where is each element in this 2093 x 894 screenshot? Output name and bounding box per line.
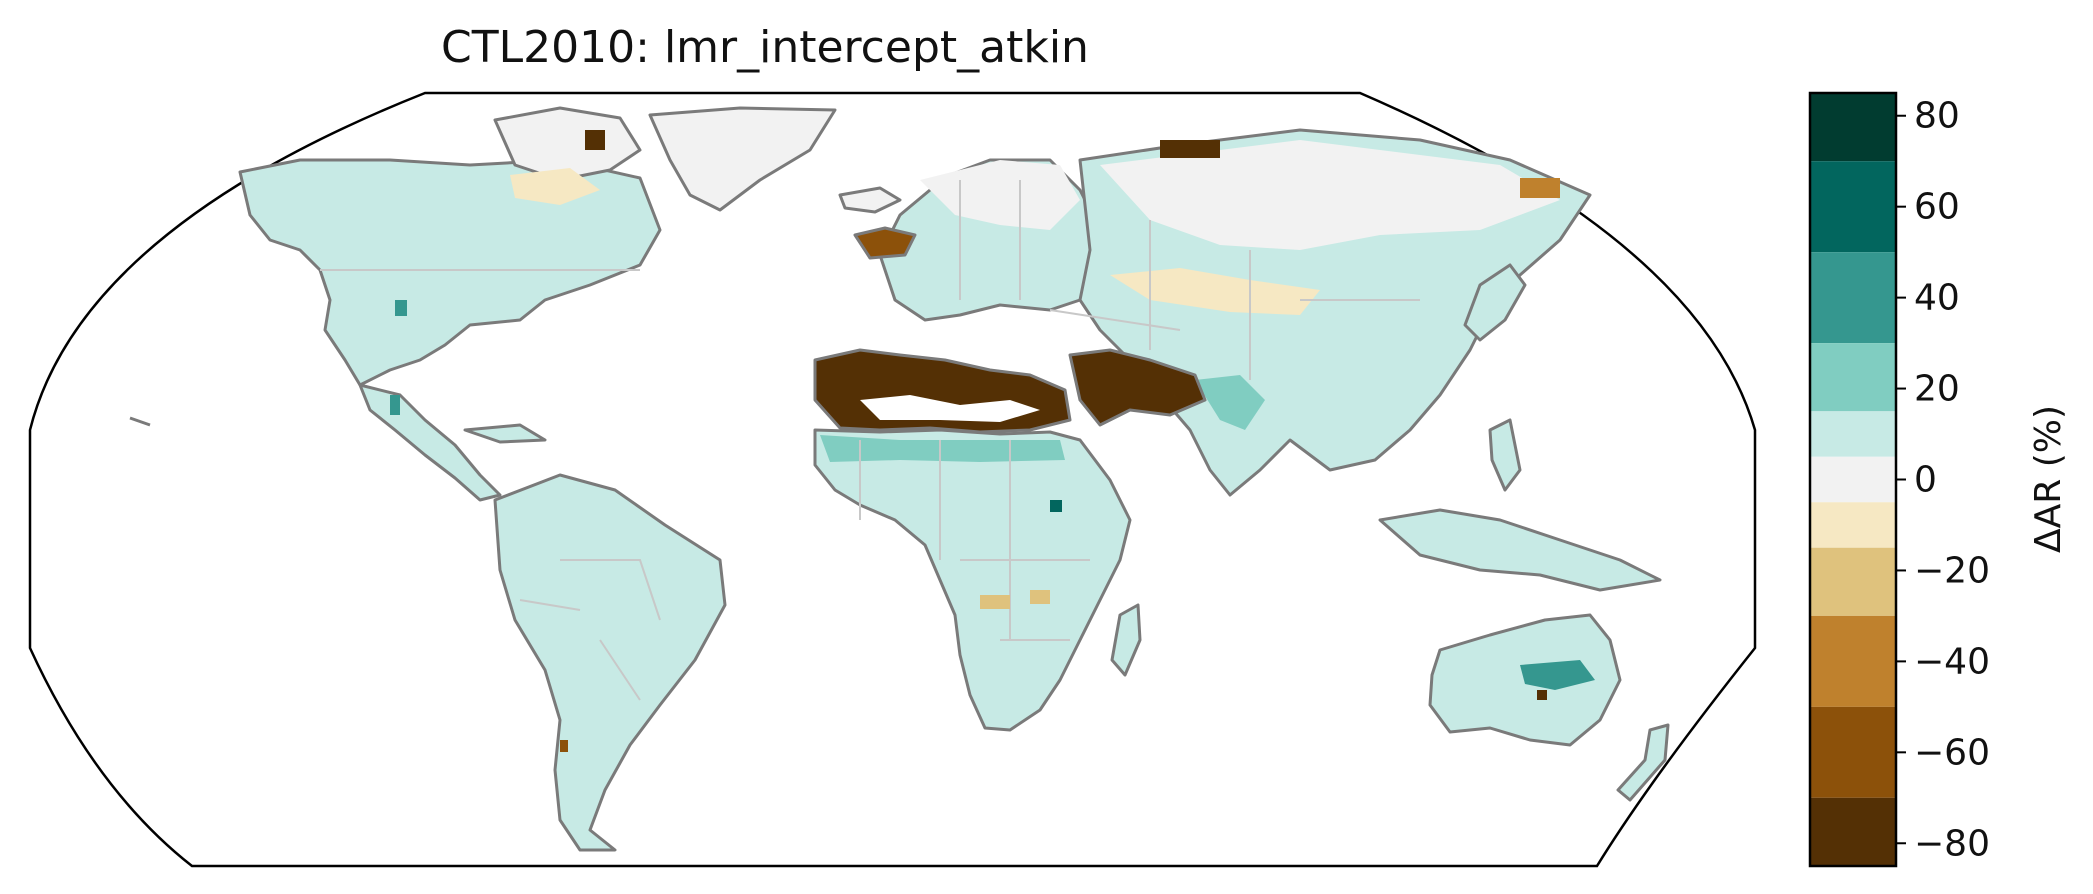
region-hawaii xyxy=(129,416,151,427)
map-title: CTL2010: lmr_intercept_atkin xyxy=(441,22,1089,73)
colorbar-band-8 xyxy=(1810,615,1896,707)
region-philippines xyxy=(1488,418,1522,492)
australia-teal xyxy=(1520,660,1595,690)
colorbar-band-10 xyxy=(1810,797,1896,866)
colorbar-band-6 xyxy=(1810,502,1896,548)
colorbar-band-3 xyxy=(1810,343,1896,412)
colorbar-band-7 xyxy=(1810,547,1896,616)
colorbar-bands xyxy=(1810,93,1896,866)
colorbar-tick-label: 20 xyxy=(1914,369,1960,410)
colorbar-tick-label: −20 xyxy=(1914,550,1990,591)
region-iceland xyxy=(838,186,902,214)
colorbar-tick-label: 40 xyxy=(1914,278,1960,319)
region-uk xyxy=(853,226,917,260)
region-madagascar xyxy=(1110,603,1142,677)
colorbar-band-4 xyxy=(1810,411,1896,457)
sahara-white-holes xyxy=(860,395,1040,422)
asia-north-grey xyxy=(1100,140,1560,250)
region-southeast-asia xyxy=(1378,508,1662,592)
region-cuba xyxy=(463,423,547,444)
world-map xyxy=(28,91,1757,868)
region-japan xyxy=(1463,263,1527,342)
india-teal xyxy=(1195,375,1265,430)
colorbar-tick-label: −80 xyxy=(1914,823,1990,864)
region-greenland xyxy=(648,106,837,212)
colorbar-label: ΔAR (%) xyxy=(2028,405,2069,553)
data-patches xyxy=(390,130,1560,752)
colorbar-tick-label: 80 xyxy=(1914,96,1960,137)
colorbar-band-0 xyxy=(1810,93,1896,162)
colorbar-band-1 xyxy=(1810,161,1896,253)
region-middle-east xyxy=(1068,348,1207,427)
central-asia-tan xyxy=(1110,268,1320,315)
colorbar-band-5 xyxy=(1810,456,1896,503)
region-south-america xyxy=(493,473,727,852)
region-arctic-canada xyxy=(493,106,642,182)
colorbar-band-9 xyxy=(1810,706,1896,798)
region-new-zealand xyxy=(1616,723,1670,802)
colorbar-ticks: 80 60 40 20 0 −20 −40 −60 −80 xyxy=(1896,96,1990,864)
sahel-teal xyxy=(820,435,1065,462)
colorbar-tick-label: −40 xyxy=(1914,641,1990,682)
colorbar-tick-label: −60 xyxy=(1914,732,1990,773)
colorbar-band-2 xyxy=(1810,252,1896,344)
colorbar-tick-label: 60 xyxy=(1914,187,1960,228)
arctic-tan-patch xyxy=(510,168,600,205)
colorbar-tick-label: 0 xyxy=(1914,460,1937,501)
land-layer xyxy=(129,106,1670,852)
country-borders xyxy=(320,180,1420,701)
